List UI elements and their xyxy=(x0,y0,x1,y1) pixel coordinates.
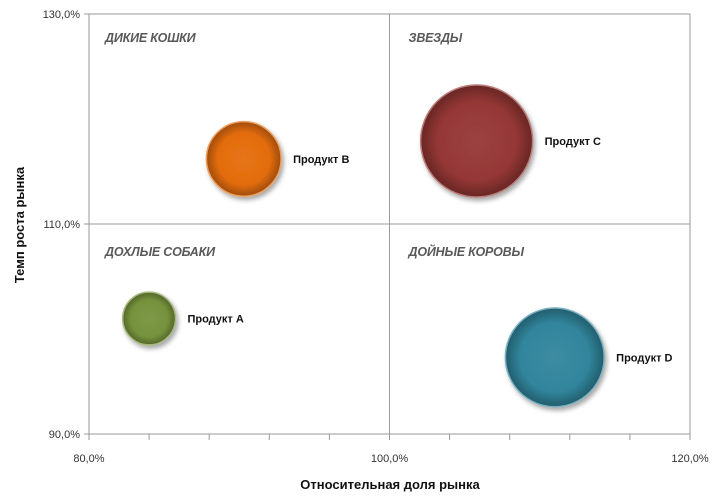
quadrant-label: ДОЙНЫЕ КОРОВЫ xyxy=(408,243,525,259)
bubble-point xyxy=(504,307,605,408)
y-axis-title: Темп роста рынка xyxy=(12,166,27,283)
quadrant-label: ДОХЛЫЕ СОБАКИ xyxy=(104,245,216,259)
x-tick-label: 80,0% xyxy=(73,453,104,465)
bubble-data-label: Продукт A xyxy=(187,314,243,326)
bubble-data-label: Продукт D xyxy=(616,352,672,364)
y-tick-label: 130,0% xyxy=(43,9,81,21)
bubble-point xyxy=(121,291,177,346)
y-tick-label: 110,0% xyxy=(44,219,81,231)
x-axis-title: Относительная доля рынка xyxy=(300,477,480,492)
y-tick-label: 90,0% xyxy=(49,429,80,441)
bubble-data-label: Продукт B xyxy=(293,154,349,166)
x-tick-label: 120,0% xyxy=(671,453,709,465)
bubble-data-label: Продукт C xyxy=(545,136,601,148)
x-tick-label: 100,0% xyxy=(371,453,409,465)
quadrant-label: ЗВЕЗДЫ xyxy=(409,31,463,45)
quadrant-label: ДИКИЕ КОШКИ xyxy=(104,31,197,45)
bubble-point xyxy=(205,120,282,197)
bubble-point xyxy=(419,84,534,198)
